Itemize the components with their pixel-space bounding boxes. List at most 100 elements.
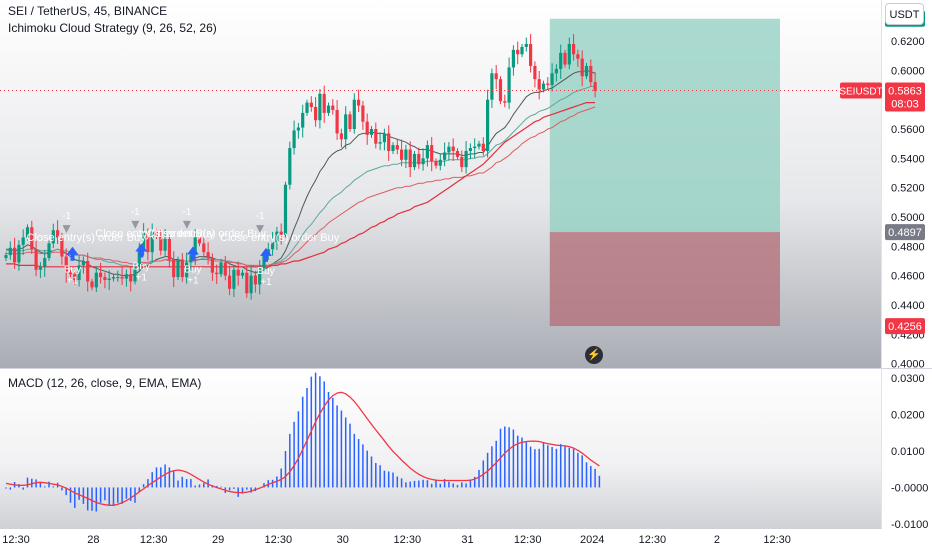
macd-histogram-bar — [443, 479, 446, 488]
macd-histogram-bar — [164, 464, 166, 488]
macd-histogram-bar — [190, 479, 192, 488]
macd-histogram-bar — [504, 426, 506, 488]
macd-histogram-bar — [301, 396, 304, 488]
macd-histogram-bar — [43, 486, 46, 488]
candle-body — [524, 43, 528, 47]
candle-body — [163, 238, 167, 251]
macd-histogram-bar — [551, 446, 553, 488]
candle — [348, 111, 352, 132]
candle — [408, 141, 412, 178]
macd-histogram-bar — [263, 483, 265, 488]
candle-body — [172, 259, 176, 278]
candle — [314, 97, 318, 127]
candle-body — [245, 272, 249, 294]
price-tick-label: 0.5200 — [891, 183, 925, 195]
candle — [567, 37, 571, 70]
macd-histogram-bar — [65, 487, 67, 496]
macd-histogram-bar — [220, 486, 222, 488]
candle — [352, 93, 356, 134]
macd-histogram-bar — [461, 482, 463, 488]
buy-arrow-icon — [186, 246, 199, 261]
macd-histogram-bar — [357, 438, 360, 488]
candle — [253, 270, 257, 293]
candle-body — [404, 149, 408, 160]
macd-histogram-bar — [486, 452, 489, 488]
macd-histogram-bar — [297, 411, 300, 488]
buy-qty-label: +1 — [260, 277, 272, 288]
macd-histogram-bar — [430, 483, 433, 488]
candle-body — [288, 148, 292, 185]
candle-body — [554, 68, 558, 74]
price-tick-label: 0.6200 — [891, 36, 925, 48]
candle-body — [68, 272, 73, 275]
candle-body — [520, 46, 524, 55]
candle — [94, 266, 98, 293]
lightning-icon[interactable]: ⚡ — [585, 346, 603, 364]
candle-body — [516, 49, 520, 55]
candle-body — [361, 105, 365, 122]
candle-body — [451, 146, 455, 152]
candle — [425, 140, 429, 167]
candle-body — [533, 65, 537, 80]
candle — [503, 94, 507, 108]
candle-body — [142, 233, 146, 250]
currency-button[interactable]: USDT — [885, 3, 924, 25]
macd-histogram-bar — [585, 462, 588, 488]
time-tick-label: 12:30 — [394, 534, 422, 546]
macd-histogram-bar — [581, 455, 583, 488]
candle — [81, 256, 85, 274]
candle — [283, 181, 288, 238]
price-tick-label: 0.6000 — [891, 65, 925, 77]
macd-tick-label: 0.0300 — [891, 373, 925, 385]
candle — [215, 264, 219, 285]
candle-body — [507, 67, 511, 103]
candle — [421, 148, 425, 171]
candle — [107, 270, 111, 291]
candle-body — [77, 265, 81, 281]
buy-qty-label: +1 — [67, 276, 79, 287]
candle-body — [219, 262, 223, 275]
candle-body — [13, 247, 17, 263]
candle-body — [73, 274, 77, 281]
candle — [451, 138, 455, 161]
macd-histogram-bar — [82, 487, 85, 504]
candle-body — [279, 231, 283, 235]
macd-histogram-bar — [559, 444, 562, 488]
macd-axis[interactable]: 0.0300 0.0200 0.0100 -0.0000 -0.0100 — [891, 373, 928, 531]
macd-histogram-bar — [405, 482, 407, 488]
candle-body — [387, 133, 391, 152]
macd-histogram-bar — [99, 487, 102, 503]
candle — [576, 49, 580, 67]
candle — [481, 137, 485, 156]
candle-body — [541, 83, 546, 90]
candle-body — [305, 102, 309, 113]
candle — [245, 266, 249, 298]
position-tool[interactable] — [549, 18, 780, 327]
candle-body — [464, 151, 468, 168]
candle — [275, 226, 279, 251]
macd-histogram-bar — [194, 485, 196, 488]
time-axis[interactable]: 12:30 28 12:30 29 12:30 30 12:30 31 12:30 2024 12:… — [2, 534, 791, 546]
time-tick-label: 28 — [87, 534, 99, 546]
baseline-lagging-line — [6, 102, 596, 268]
macd-histogram-bar — [250, 487, 252, 493]
macd-signal-line — [5, 391, 600, 506]
candle — [86, 252, 90, 292]
candle-body — [490, 73, 494, 100]
candle-body — [51, 230, 55, 244]
close-arrow-icon — [182, 220, 191, 229]
candle-body — [593, 82, 597, 91]
candle-body — [374, 129, 378, 144]
candle — [13, 237, 17, 269]
macd-histogram-bar — [319, 376, 321, 488]
candle-body — [473, 146, 477, 149]
time-tick-label: 29 — [212, 534, 224, 546]
macd-title[interactable]: MACD (12, 26, close, 9, EMA, EMA) — [8, 376, 202, 390]
candle-body — [120, 277, 124, 279]
strategy-label[interactable]: Ichimoku Cloud Strategy (9, 26, 52, 26) — [8, 21, 217, 35]
macd-histogram-bar — [181, 476, 184, 488]
